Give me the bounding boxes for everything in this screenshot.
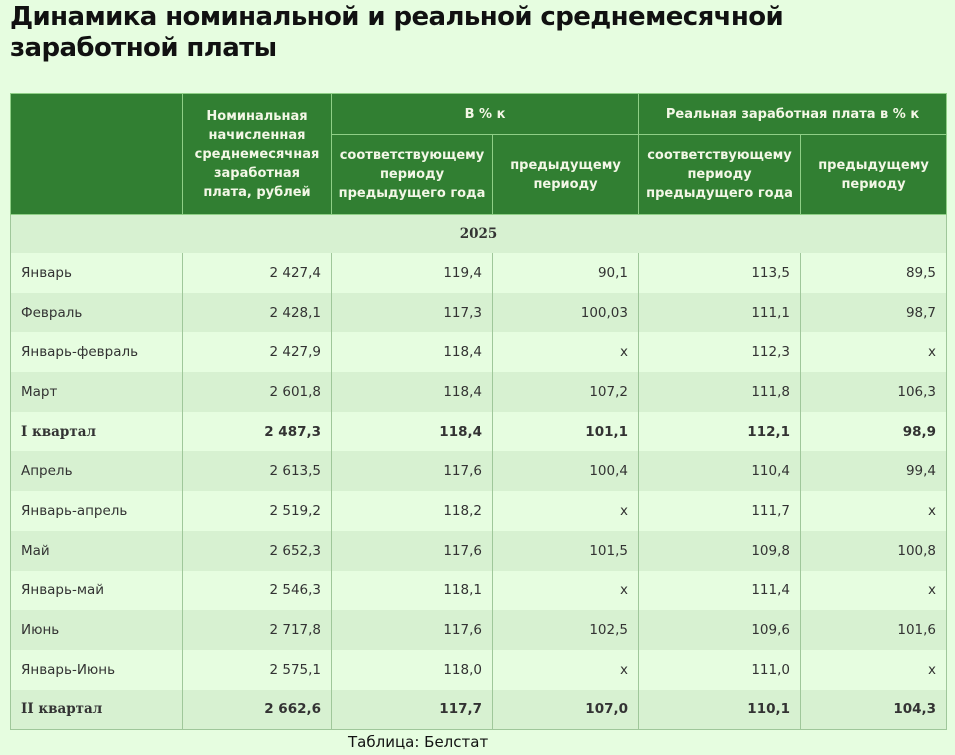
cell-period: Январь-апрель — [10, 491, 183, 531]
cell-prev-period: 100,03 — [492, 292, 639, 333]
cell-real-yoy: 111,0 — [638, 649, 801, 690]
cell-yoy: 118,4 — [331, 411, 493, 452]
header-prev-period: предыдущему периоду — [492, 134, 639, 215]
wage-dynamics-table: Номинальная начисленная среднемесячная з… — [9, 93, 948, 731]
table-row: Январь-февраль 2 427,9 118,4 x 112,3 x — [10, 332, 948, 373]
year-row: 2025 — [9, 214, 948, 253]
table-row: Январь-май 2 546,3 118,1 x 111,4 x — [10, 570, 948, 611]
cell-real-yoy: 111,4 — [638, 570, 801, 611]
cell-real-prev-period: x — [799, 332, 948, 373]
cell-nominal-wage: 2 662,6 — [182, 689, 332, 731]
cell-nominal-wage: 2 613,5 — [182, 451, 332, 492]
source-caption: Таблица: Белстат — [348, 733, 489, 751]
cell-period: Январь-февраль — [10, 332, 183, 373]
table-row: Январь 2 427,4 119,4 90,1 113,5 89,5 — [10, 253, 948, 293]
cell-period: II квартал — [10, 689, 183, 731]
cell-real-yoy: 111,1 — [638, 292, 801, 333]
cell-period: Январь-Июнь — [10, 649, 183, 690]
header-group-real-wage: Реальная заработная плата в % к — [637, 93, 948, 135]
cell-real-yoy: 111,8 — [638, 372, 801, 412]
cell-yoy: 117,6 — [331, 610, 493, 650]
cell-nominal-wage: 2 427,9 — [182, 332, 332, 373]
cell-prev-period: 101,1 — [492, 411, 639, 452]
cell-prev-period: x — [492, 332, 639, 373]
cell-nominal-wage: 2 427,4 — [182, 253, 332, 293]
table-row: Январь-Июнь 2 575,1 118,0 x 111,0 x — [10, 649, 948, 690]
table-row: Январь-апрель 2 519,2 118,2 x 111,7 x — [10, 491, 948, 531]
cell-real-prev-period: 100,8 — [799, 530, 948, 571]
cell-nominal-wage: 2 546,3 — [182, 570, 332, 611]
cell-real-yoy: 112,3 — [638, 332, 801, 373]
cell-prev-period: 107,2 — [492, 372, 639, 412]
cell-prev-period: 102,5 — [492, 610, 639, 650]
cell-nominal-wage: 2 601,8 — [182, 372, 332, 412]
table-row: Апрель 2 613,5 117,6 100,4 110,4 99,4 — [10, 451, 948, 492]
cell-real-prev-period: 101,6 — [799, 610, 948, 650]
cell-nominal-wage: 2 519,2 — [182, 491, 332, 531]
page-title: Динамика номинальной и реальной среднеме… — [10, 2, 784, 63]
cell-yoy: 119,4 — [331, 253, 493, 293]
cell-prev-period: 90,1 — [492, 253, 639, 293]
cell-prev-period: x — [492, 491, 639, 531]
cell-yoy: 118,2 — [331, 491, 493, 531]
cell-real-prev-period: 98,7 — [799, 292, 948, 333]
cell-yoy: 117,7 — [331, 689, 493, 731]
cell-period: I квартал — [10, 411, 183, 452]
cell-period: Январь — [10, 253, 183, 293]
table-row: Февраль 2 428,1 117,3 100,03 111,1 98,7 — [10, 292, 948, 333]
cell-period: Март — [10, 372, 183, 412]
cell-real-yoy: 112,1 — [638, 411, 801, 452]
cell-nominal-wage: 2 717,8 — [182, 610, 332, 650]
header-group-percent: В % к — [331, 93, 639, 135]
header-period — [10, 93, 183, 215]
cell-yoy: 118,0 — [331, 649, 493, 690]
cell-real-yoy: 113,5 — [638, 253, 801, 293]
cell-prev-period: x — [492, 649, 639, 690]
cell-real-prev-period: 89,5 — [799, 253, 948, 293]
cell-yoy: 117,3 — [331, 292, 493, 333]
cell-period: Февраль — [10, 292, 183, 333]
cell-period: Июнь — [10, 610, 183, 650]
cell-period: Апрель — [10, 451, 183, 492]
table-row: Июнь 2 717,8 117,6 102,5 109,6 101,6 — [10, 610, 948, 650]
cell-yoy: 118,4 — [331, 332, 493, 373]
table-row: I квартал 2 487,3 118,4 101,1 112,1 98,9 — [10, 411, 948, 452]
cell-nominal-wage: 2 487,3 — [182, 411, 332, 452]
cell-period: Май — [10, 530, 183, 571]
cell-real-yoy: 109,6 — [638, 610, 801, 650]
cell-yoy: 118,1 — [331, 570, 493, 611]
cell-yoy: 117,6 — [331, 451, 493, 492]
cell-prev-period: 101,5 — [492, 530, 639, 571]
cell-real-prev-period: 106,3 — [799, 372, 948, 412]
cell-prev-period: x — [492, 570, 639, 611]
cell-yoy: 117,6 — [331, 530, 493, 571]
cell-real-prev-period: 104,3 — [799, 689, 948, 731]
cell-nominal-wage: 2 652,3 — [182, 530, 332, 571]
cell-real-prev-period: 99,4 — [799, 451, 948, 492]
cell-period: Январь-май — [10, 570, 183, 611]
cell-real-yoy: 111,7 — [638, 491, 801, 531]
header-yoy: соответствующему периоду предыдущего год… — [331, 134, 493, 215]
cell-real-prev-period: x — [799, 570, 948, 611]
cell-real-yoy: 110,4 — [638, 451, 801, 492]
cell-yoy: 118,4 — [331, 372, 493, 412]
table-row: II квартал 2 662,6 117,7 107,0 110,1 104,3 — [10, 689, 948, 731]
cell-real-prev-period: 98,9 — [799, 411, 948, 452]
header-nominal-wage: Номинальная начисленная среднемесячная з… — [182, 93, 332, 215]
cell-real-prev-period: x — [799, 491, 948, 531]
table-row: Март 2 601,8 118,4 107,2 111,8 106,3 — [10, 372, 948, 412]
header-real-prev-period: предыдущему периоду — [799, 134, 948, 215]
cell-nominal-wage: 2 428,1 — [182, 292, 332, 333]
cell-prev-period: 100,4 — [492, 451, 639, 492]
cell-nominal-wage: 2 575,1 — [182, 649, 332, 690]
cell-real-yoy: 109,8 — [638, 530, 801, 571]
cell-real-yoy: 110,1 — [638, 689, 801, 731]
header-real-yoy: соответствующему периоду предыдущего год… — [638, 134, 801, 215]
cell-real-prev-period: x — [799, 649, 948, 690]
table-row: Май 2 652,3 117,6 101,5 109,8 100,8 — [10, 530, 948, 571]
cell-prev-period: 107,0 — [492, 689, 639, 731]
